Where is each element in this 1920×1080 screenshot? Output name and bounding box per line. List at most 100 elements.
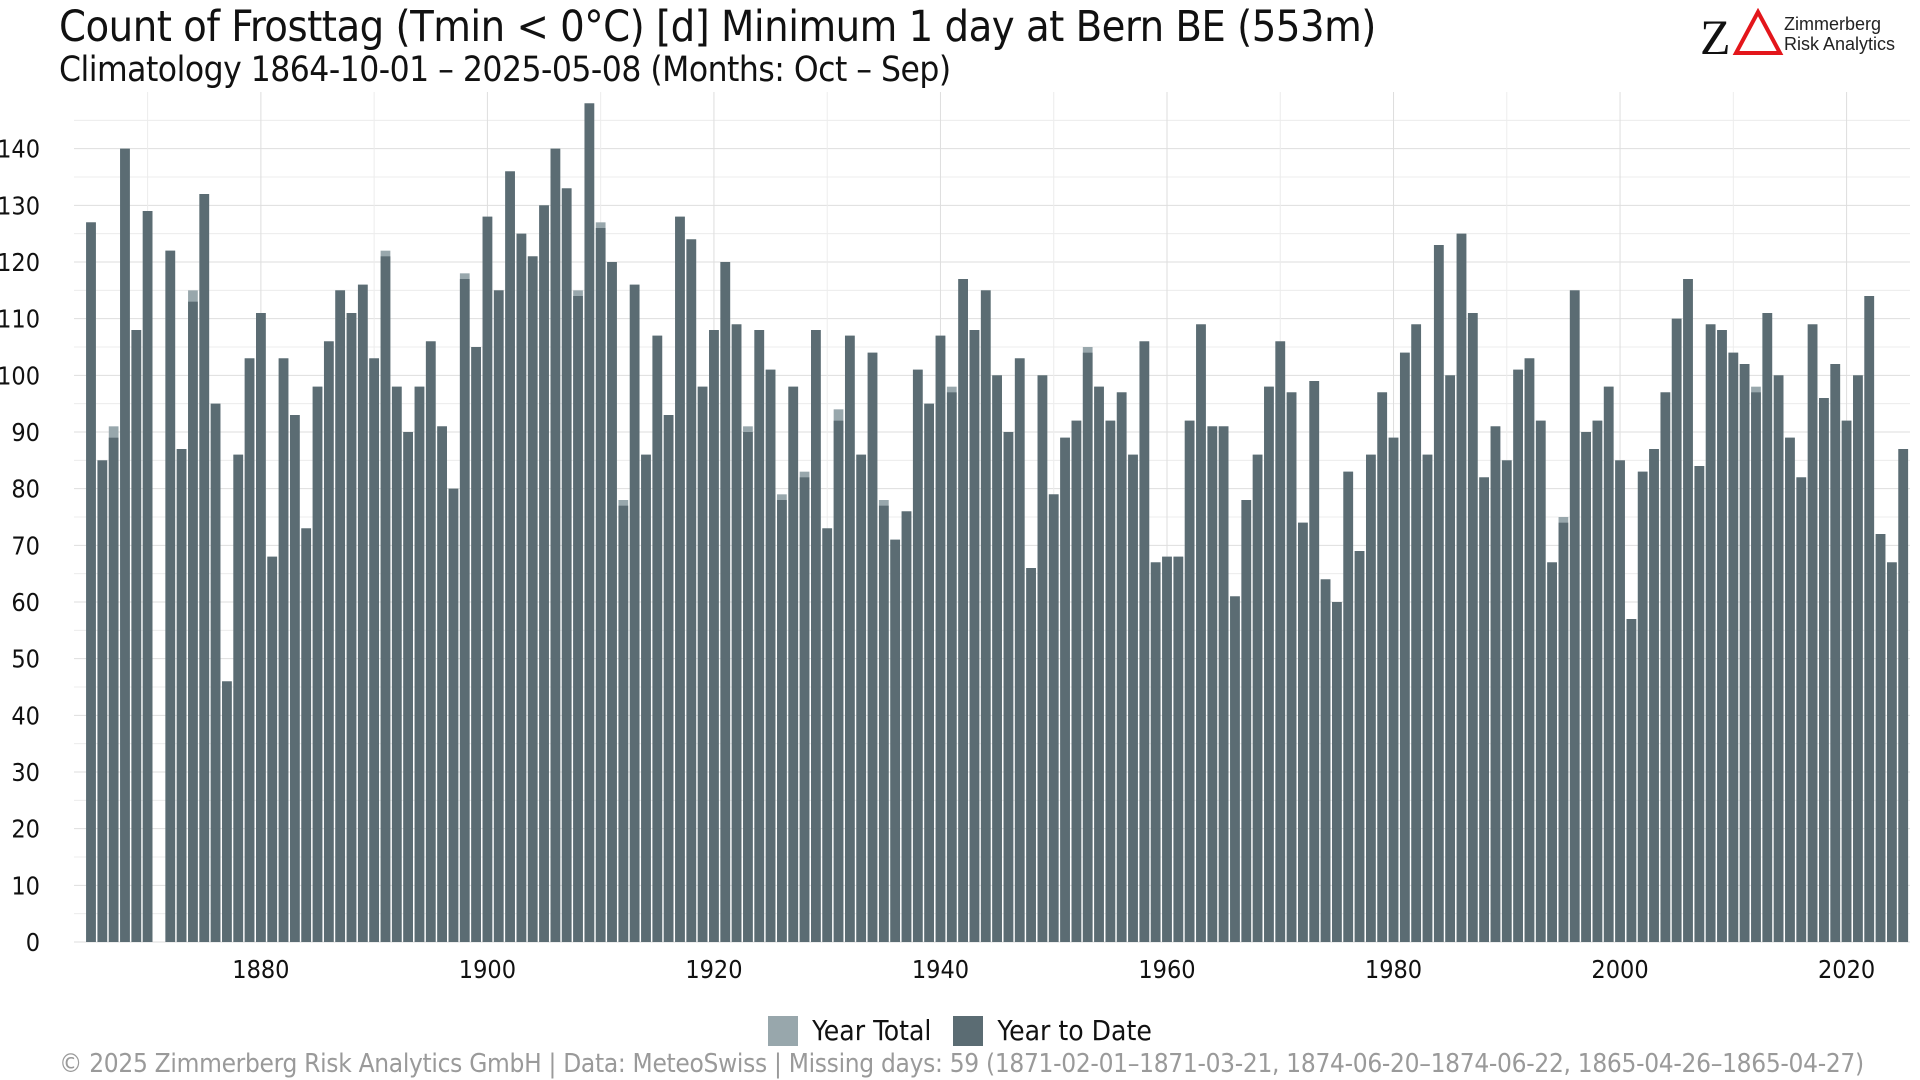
bar-year-to-date — [1365, 454, 1376, 942]
bar-year-to-date — [1739, 364, 1750, 942]
bar-year-to-date — [1445, 375, 1456, 942]
bar-year-to-date — [1094, 386, 1104, 943]
bar-year-to-date — [233, 454, 244, 942]
legend-item-year-total: Year Total — [768, 1014, 931, 1048]
bar-year-to-date — [878, 505, 889, 942]
bar-year-to-date — [493, 290, 504, 942]
bar-year-to-date — [1082, 352, 1093, 943]
bar-year-to-date — [595, 228, 606, 942]
bar-year-to-date — [1026, 568, 1036, 942]
bar-year-to-date — [1218, 426, 1229, 942]
bar-year-to-date — [1785, 437, 1795, 942]
bar-year-to-date — [550, 148, 561, 942]
bar-year-to-date — [833, 420, 844, 943]
bar-year-to-date — [1479, 477, 1489, 942]
bar-year-to-date — [607, 262, 617, 942]
x-tick-label: 1920 — [685, 955, 742, 984]
bar-year-to-date — [777, 500, 787, 942]
bar-year-to-date — [980, 290, 991, 942]
bar-year-to-date — [1196, 324, 1206, 942]
x-tick-label: 1880 — [232, 955, 289, 984]
bar-year-to-date — [1603, 386, 1614, 943]
bar-year-to-date — [958, 279, 968, 942]
logo-text: Zimmerberg Risk Analytics — [1784, 14, 1895, 54]
bar-year-to-date — [142, 211, 153, 942]
bar-year-to-date — [1309, 381, 1320, 942]
bar-year-to-date — [1037, 375, 1048, 942]
bar-year-to-date — [946, 392, 957, 942]
y-tick-label: 100 — [0, 361, 40, 390]
bar-year-to-date — [1320, 579, 1331, 942]
legend-label-year-total: Year Total — [812, 1014, 932, 1047]
bar-year-to-date — [1207, 426, 1218, 942]
bar-year-to-date — [1252, 454, 1263, 942]
bar-year-to-date — [1819, 398, 1829, 942]
bar-year-to-date — [210, 403, 221, 943]
bar-year-to-date — [1128, 454, 1138, 942]
bar-year-to-date — [1558, 522, 1569, 942]
bar-year-to-date — [1581, 432, 1591, 942]
bar-year-to-date — [561, 188, 572, 943]
logo-delta-icon — [1732, 8, 1784, 55]
x-axis: 1880 1900 1920 1940 1960 1980 2000 2020 — [232, 955, 1875, 984]
y-tick-label: 120 — [0, 248, 40, 277]
bar-year-to-date — [1048, 494, 1059, 942]
bar-year-to-date — [709, 330, 719, 942]
bar-year-to-date — [199, 194, 210, 942]
bar-year-to-date — [323, 341, 334, 942]
bar-year-to-date — [1241, 500, 1252, 942]
y-tick-label: 50 — [11, 645, 40, 674]
bar-year-to-date — [924, 403, 935, 943]
bar-year-to-date — [867, 352, 878, 943]
bar-year-to-date — [1105, 420, 1116, 943]
bar-year-to-date — [1728, 352, 1739, 943]
bar-year-to-date — [811, 330, 821, 942]
bar-year-to-date — [1060, 437, 1070, 942]
bar-year-to-date — [720, 262, 731, 942]
x-tick-label: 1960 — [1138, 955, 1195, 984]
bar-year-to-date — [1660, 392, 1671, 942]
bar-year-to-date — [1433, 245, 1444, 942]
bar-year-to-date — [969, 330, 980, 942]
x-tick-label: 1940 — [912, 955, 969, 984]
bar-year-to-date — [1830, 364, 1841, 942]
bar-year-to-date — [1762, 313, 1773, 942]
x-tick-label: 1980 — [1365, 955, 1422, 984]
bar-year-to-date — [1649, 449, 1659, 942]
bar-year-to-date — [188, 301, 198, 943]
bar-year-to-date — [856, 454, 867, 942]
bar-year-to-date — [346, 313, 357, 942]
bar-year-to-date — [1898, 449, 1909, 942]
bar-year-to-date — [1184, 420, 1195, 943]
bar-year-to-date — [1150, 562, 1161, 942]
y-tick-label: 10 — [11, 871, 40, 900]
bar-year-to-date — [890, 539, 901, 942]
bar-year-to-date — [1796, 477, 1807, 942]
bar-year-to-date — [618, 505, 629, 942]
bar-year-to-date — [176, 449, 187, 942]
bar-year-to-date — [437, 426, 447, 942]
bar-year-to-date — [1547, 562, 1557, 942]
bar-year-to-date — [391, 386, 402, 943]
x-tick-label: 2000 — [1591, 955, 1648, 984]
bar-year-to-date — [1501, 460, 1512, 942]
bar-year-to-date — [539, 205, 549, 943]
bar-year-to-date — [267, 556, 278, 942]
y-tick-label: 110 — [0, 305, 40, 334]
logo-line-2: Risk Analytics — [1784, 34, 1896, 54]
bar-year-to-date — [131, 330, 142, 942]
legend-label-year-to-date: Year to Date — [997, 1014, 1152, 1047]
bar-year-to-date — [663, 415, 674, 942]
bar-year-to-date — [425, 341, 436, 942]
legend-swatch-year-to-date — [953, 1016, 984, 1046]
bar-year-to-date — [1071, 420, 1082, 943]
bar-year-to-date — [1853, 375, 1863, 942]
bar-year-to-date — [1841, 420, 1852, 943]
x-tick-label: 1900 — [459, 955, 516, 984]
bar-year-to-date — [1864, 296, 1875, 942]
y-tick-label: 30 — [11, 758, 40, 787]
bar-year-to-date — [448, 488, 459, 942]
y-tick-label: 60 — [11, 588, 40, 617]
bar-year-to-date — [1230, 596, 1240, 942]
